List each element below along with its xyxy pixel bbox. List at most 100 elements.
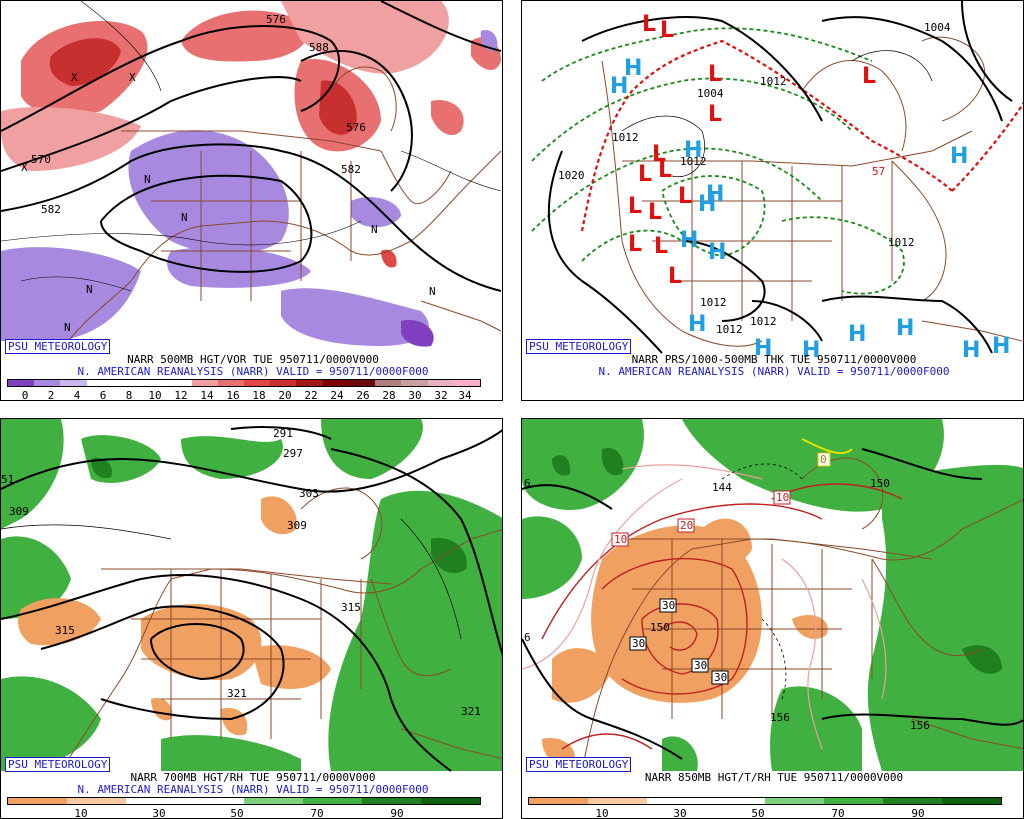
low-pressure-symbol: L [678,184,692,209]
low-pressure-symbol: L [652,142,666,167]
low-pressure-symbol: L [658,158,672,183]
height-contour-label: 315 [341,601,361,614]
map-caption: NARR 850MB HGT/T/RH TUE 950711/0000V000 [644,771,904,784]
temperature-label: 20 [680,519,693,532]
panel-sfc-pressure-thickness: 1020 1012 1004 1012 1012 1012 1012 1012 … [521,0,1024,401]
high-pressure-symbol: H [688,312,706,337]
rh-colorbar [7,797,481,805]
temperature-label: 30 [714,671,727,684]
rh-colorbar [528,797,1002,805]
vorticity-colorbar-ticks: 0 2 4 6 8 10 12 14 16 18 20 22 24 26 28 … [21,389,472,401]
contour-label: 570 [31,153,51,166]
height-contour-label: 309 [9,505,29,518]
isobar-label: 1012 [888,236,915,249]
low-pressure-symbol: L [708,102,722,127]
height-contour-label: 156 [770,711,790,724]
high-pressure-symbol: H [896,316,914,341]
isobar-label: 1012 [716,323,743,336]
psu-meteorology-badge: PSU METEOROLOGY [5,757,111,772]
temperature-humidity-850mb-map: 10 10 20 30 30 30 30 150 156 156 144 150… [522,419,1023,772]
pressure-map: 1020 1012 1004 1012 1012 1012 1012 1012 … [522,1,1023,363]
isobar-label: 1004 [697,87,724,100]
isobar-label: 1012 [612,131,639,144]
low-pressure-symbol: L [660,18,674,43]
temperature-label: 30 [632,637,645,650]
high-pressure-symbol: H [698,192,716,217]
panel-500mb-vorticity: 570 582 588 576 576 582 X X X N N N N N … [0,0,503,401]
high-pressure-symbol: H [848,322,866,347]
high-pressure-symbol: H [706,182,724,207]
thickness-label: 57 [872,165,885,178]
map-caption: NARR 700MB HGT/RH TUE 950711/0000V000 [130,771,376,784]
map-caption: NARR 500MB HGT/VOR TUE 950711/0000V000 [127,353,379,366]
height-contour-label: 303 [299,487,319,500]
height-contour-label: 51 [1,473,14,486]
psu-meteorology-badge: PSU METEOROLOGY [526,339,632,354]
vorticity-colorbar [7,379,481,387]
psu-meteorology-badge: PSU METEOROLOGY [526,757,632,772]
contour-label: X [71,71,78,84]
isobar-label: 1012 [680,155,707,168]
low-pressure-symbol: L [628,194,642,219]
high-pressure-symbol: H [610,74,628,99]
height-contour-label: 291 [273,427,293,440]
low-pressure-symbol: L [648,200,662,225]
height-contour-label: 6 [524,477,531,490]
contour-label: N [181,211,188,224]
contour-label: X [21,161,28,174]
low-pressure-symbol: L [708,62,722,87]
contour-label: N [86,283,93,296]
height-contour-label: 297 [283,447,303,460]
isobar-label: 1020 [558,169,585,182]
panel-700mb-humidity: 309 315 321 315 309 303 297 291 321 51 P… [0,418,503,819]
contour-label: N [371,223,378,236]
height-contour-label: 144 [712,481,732,494]
contour-label: 576 [266,13,286,26]
contour-label: N [64,321,71,334]
map-caption-valid: N. AMERICAN REANALYSIS (NARR) VALID = 95… [77,365,429,378]
height-contour-label: 315 [55,624,75,637]
contour-label: N [144,173,151,186]
map-caption: NARR PRS/1000-500MB THK TUE 950711/0000V… [631,353,917,366]
low-pressure-symbol: L [862,64,876,89]
high-pressure-symbol: H [680,228,698,253]
high-pressure-symbol: H [624,56,642,81]
panel-850mb-temperature-humidity: 10 10 20 30 30 30 30 150 156 156 144 150… [521,418,1024,819]
high-pressure-symbol: H [684,138,702,163]
contour-label: 582 [341,163,361,176]
contour-label: 576 [346,121,366,134]
map-caption-valid: N. AMERICAN REANALYSIS (NARR) VALID = 95… [77,783,429,796]
rh-colorbar-ticks: 10 30 50 70 90 [74,807,404,819]
low-pressure-symbol: L [668,264,682,289]
high-pressure-symbol: H [708,240,726,265]
high-pressure-symbol: H [950,144,968,169]
height-contour-label: 309 [287,519,307,532]
map-caption-valid: N. AMERICAN REANALYSIS (NARR) VALID = 95… [598,365,950,378]
height-contour-label: 321 [227,687,247,700]
isobar-label: 1004 [924,21,951,34]
temperature-label: 10 [776,491,789,504]
high-pressure-symbol: H [992,334,1010,359]
height-contour-label: 156 [910,719,930,732]
contour-label: 588 [309,41,329,54]
vorticity-map: 570 582 588 576 576 582 X X X N N N N N … [1,1,502,353]
temperature-label: 30 [694,659,707,672]
high-pressure-symbol: H [802,338,820,363]
temperature-label: 30 [662,599,675,612]
low-pressure-symbol: L [642,12,656,37]
height-contour-label: 6 [524,631,531,644]
humidity-700mb-map: 309 315 321 315 309 303 297 291 321 51 [1,419,502,772]
contour-label: X [129,71,136,84]
psu-meteorology-badge: PSU METEOROLOGY [5,339,111,354]
height-contour-label: 150 [650,621,670,634]
temperature-label: 10 [614,533,627,546]
isobar-label: 1012 [700,296,727,309]
high-pressure-symbol: H [962,338,980,363]
rh-colorbar-ticks: 10 30 50 70 90 [595,807,925,819]
temperature-label: 0 [820,453,827,466]
isobar-label: 1012 [750,315,777,328]
low-pressure-symbol: L [654,234,668,259]
isobar-label: 1012 [760,75,787,88]
low-pressure-symbol: L [638,162,652,187]
height-contour-label: 150 [870,477,890,490]
